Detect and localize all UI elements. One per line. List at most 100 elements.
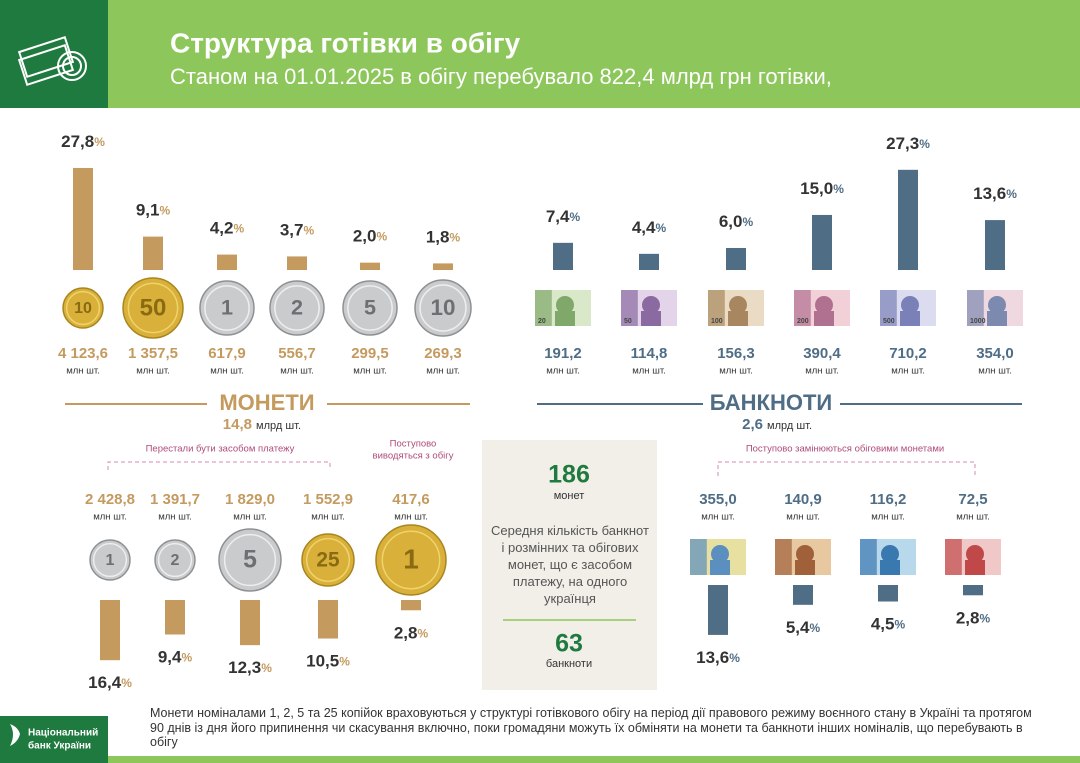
coin-rim xyxy=(347,285,393,331)
banknote: 200 xyxy=(794,290,850,326)
banknote-portrait xyxy=(814,311,834,326)
coin: 5 xyxy=(218,528,282,592)
bar xyxy=(553,242,573,270)
coin-face: 5 xyxy=(243,547,257,574)
coin-face: 10 xyxy=(74,300,92,317)
count-unit: млн шт. xyxy=(891,366,925,377)
share-label: 13,6% xyxy=(696,648,740,667)
per-capita-value: 63 xyxy=(555,630,583,658)
coin-rim xyxy=(223,533,277,587)
share-label: 15,0% xyxy=(800,179,844,198)
banknote-portrait xyxy=(966,545,984,563)
count: 617,9 xyxy=(208,345,246,362)
bar xyxy=(878,585,898,602)
share-label: 7,4% xyxy=(546,207,581,226)
banknote-portrait xyxy=(796,545,814,563)
coin: 1 xyxy=(89,539,131,581)
per-capita-text: Середня кількість банкнот і розмінних та… xyxy=(491,523,649,606)
share-label: 2,8% xyxy=(394,624,429,643)
note: виводяться з обігу xyxy=(373,451,454,462)
coin: 10 xyxy=(414,279,472,337)
count: 1 829,0 xyxy=(225,491,275,508)
coin: 5 xyxy=(342,280,398,336)
coin-face: 10 xyxy=(431,295,456,320)
bar xyxy=(143,236,163,270)
banknote-portrait xyxy=(556,296,574,314)
count-unit: млн шт. xyxy=(632,366,666,377)
coin-body xyxy=(199,280,255,336)
money-icon xyxy=(17,35,87,87)
total: 2,6 xyxy=(742,416,763,433)
count-unit: млн шт. xyxy=(66,366,100,377)
banknote-portrait xyxy=(555,311,575,326)
banknote-portrait xyxy=(642,296,660,314)
bar xyxy=(726,247,746,270)
per-capita-value: 186 xyxy=(548,461,590,489)
count-unit: млн шт. xyxy=(394,512,428,523)
per-capita-label: банкноти xyxy=(546,658,592,670)
share-label: 13,6% xyxy=(973,185,1017,204)
coin-body xyxy=(154,539,196,581)
banknote: 50 xyxy=(621,290,677,326)
bar xyxy=(985,220,1005,270)
banknote-face: 500 xyxy=(883,318,895,325)
banknote-face: 1000 xyxy=(970,318,986,325)
share-label: 9,1% xyxy=(136,201,171,220)
banknote-band xyxy=(775,539,792,575)
count: 1 552,9 xyxy=(303,491,353,508)
banknote: 1000 xyxy=(967,290,1023,326)
coin-face: 2 xyxy=(291,295,303,320)
coin-rim xyxy=(274,285,320,331)
footer-logo-box xyxy=(0,716,108,763)
count: 114,8 xyxy=(631,345,668,362)
count: 156,3 xyxy=(717,345,755,362)
banknote-portrait xyxy=(965,560,985,575)
note: Поступово замінюються обіговими монетами xyxy=(746,444,944,455)
bar xyxy=(708,585,728,635)
footer-band xyxy=(108,756,1080,763)
bracket xyxy=(717,461,976,476)
count: 116,2 xyxy=(870,491,907,508)
title: Структура готівки в обігу xyxy=(170,27,521,58)
bar xyxy=(360,262,380,270)
banknote-band xyxy=(860,539,877,575)
count-unit: млн шт. xyxy=(136,366,170,377)
logo-mark xyxy=(10,724,20,746)
count: 417,6 xyxy=(392,491,430,508)
section-title: БАНКНОТИ xyxy=(710,390,832,415)
share-label: 16,4% xyxy=(88,674,132,693)
banknote-face: 200 xyxy=(797,318,809,325)
share-label: 6,0% xyxy=(719,212,754,231)
coin-body xyxy=(375,524,447,596)
banknote xyxy=(775,539,831,575)
banknote xyxy=(860,539,916,575)
logo-text: банк України xyxy=(28,740,91,752)
note: Перестали бути засобом платежу xyxy=(146,444,295,455)
banknote-portrait xyxy=(987,311,1007,326)
banknote-portrait xyxy=(729,296,747,314)
banknote-portrait xyxy=(710,560,730,575)
per-capita-box xyxy=(482,440,657,690)
coin-body xyxy=(122,277,184,339)
banknote-band xyxy=(967,290,984,326)
share-label: 4,4% xyxy=(632,218,667,237)
coin: 1 xyxy=(375,524,447,596)
count-unit: млн шт. xyxy=(956,512,990,523)
banknote-portrait xyxy=(795,560,815,575)
logo-text: Національний xyxy=(28,728,98,739)
coin-rim xyxy=(381,530,441,590)
banknote-band xyxy=(794,290,811,326)
banknote-portrait xyxy=(988,296,1006,314)
coin-rim xyxy=(157,542,193,578)
banknote-band xyxy=(690,539,707,575)
coin-face: 25 xyxy=(316,549,339,572)
coin-body xyxy=(62,287,104,329)
bar xyxy=(401,600,421,611)
count-unit: млн шт. xyxy=(978,366,1012,377)
banknote-portrait xyxy=(881,545,899,563)
count: 390,4 xyxy=(803,345,841,362)
coin-rim xyxy=(92,542,128,578)
count-unit: млн шт. xyxy=(805,366,839,377)
